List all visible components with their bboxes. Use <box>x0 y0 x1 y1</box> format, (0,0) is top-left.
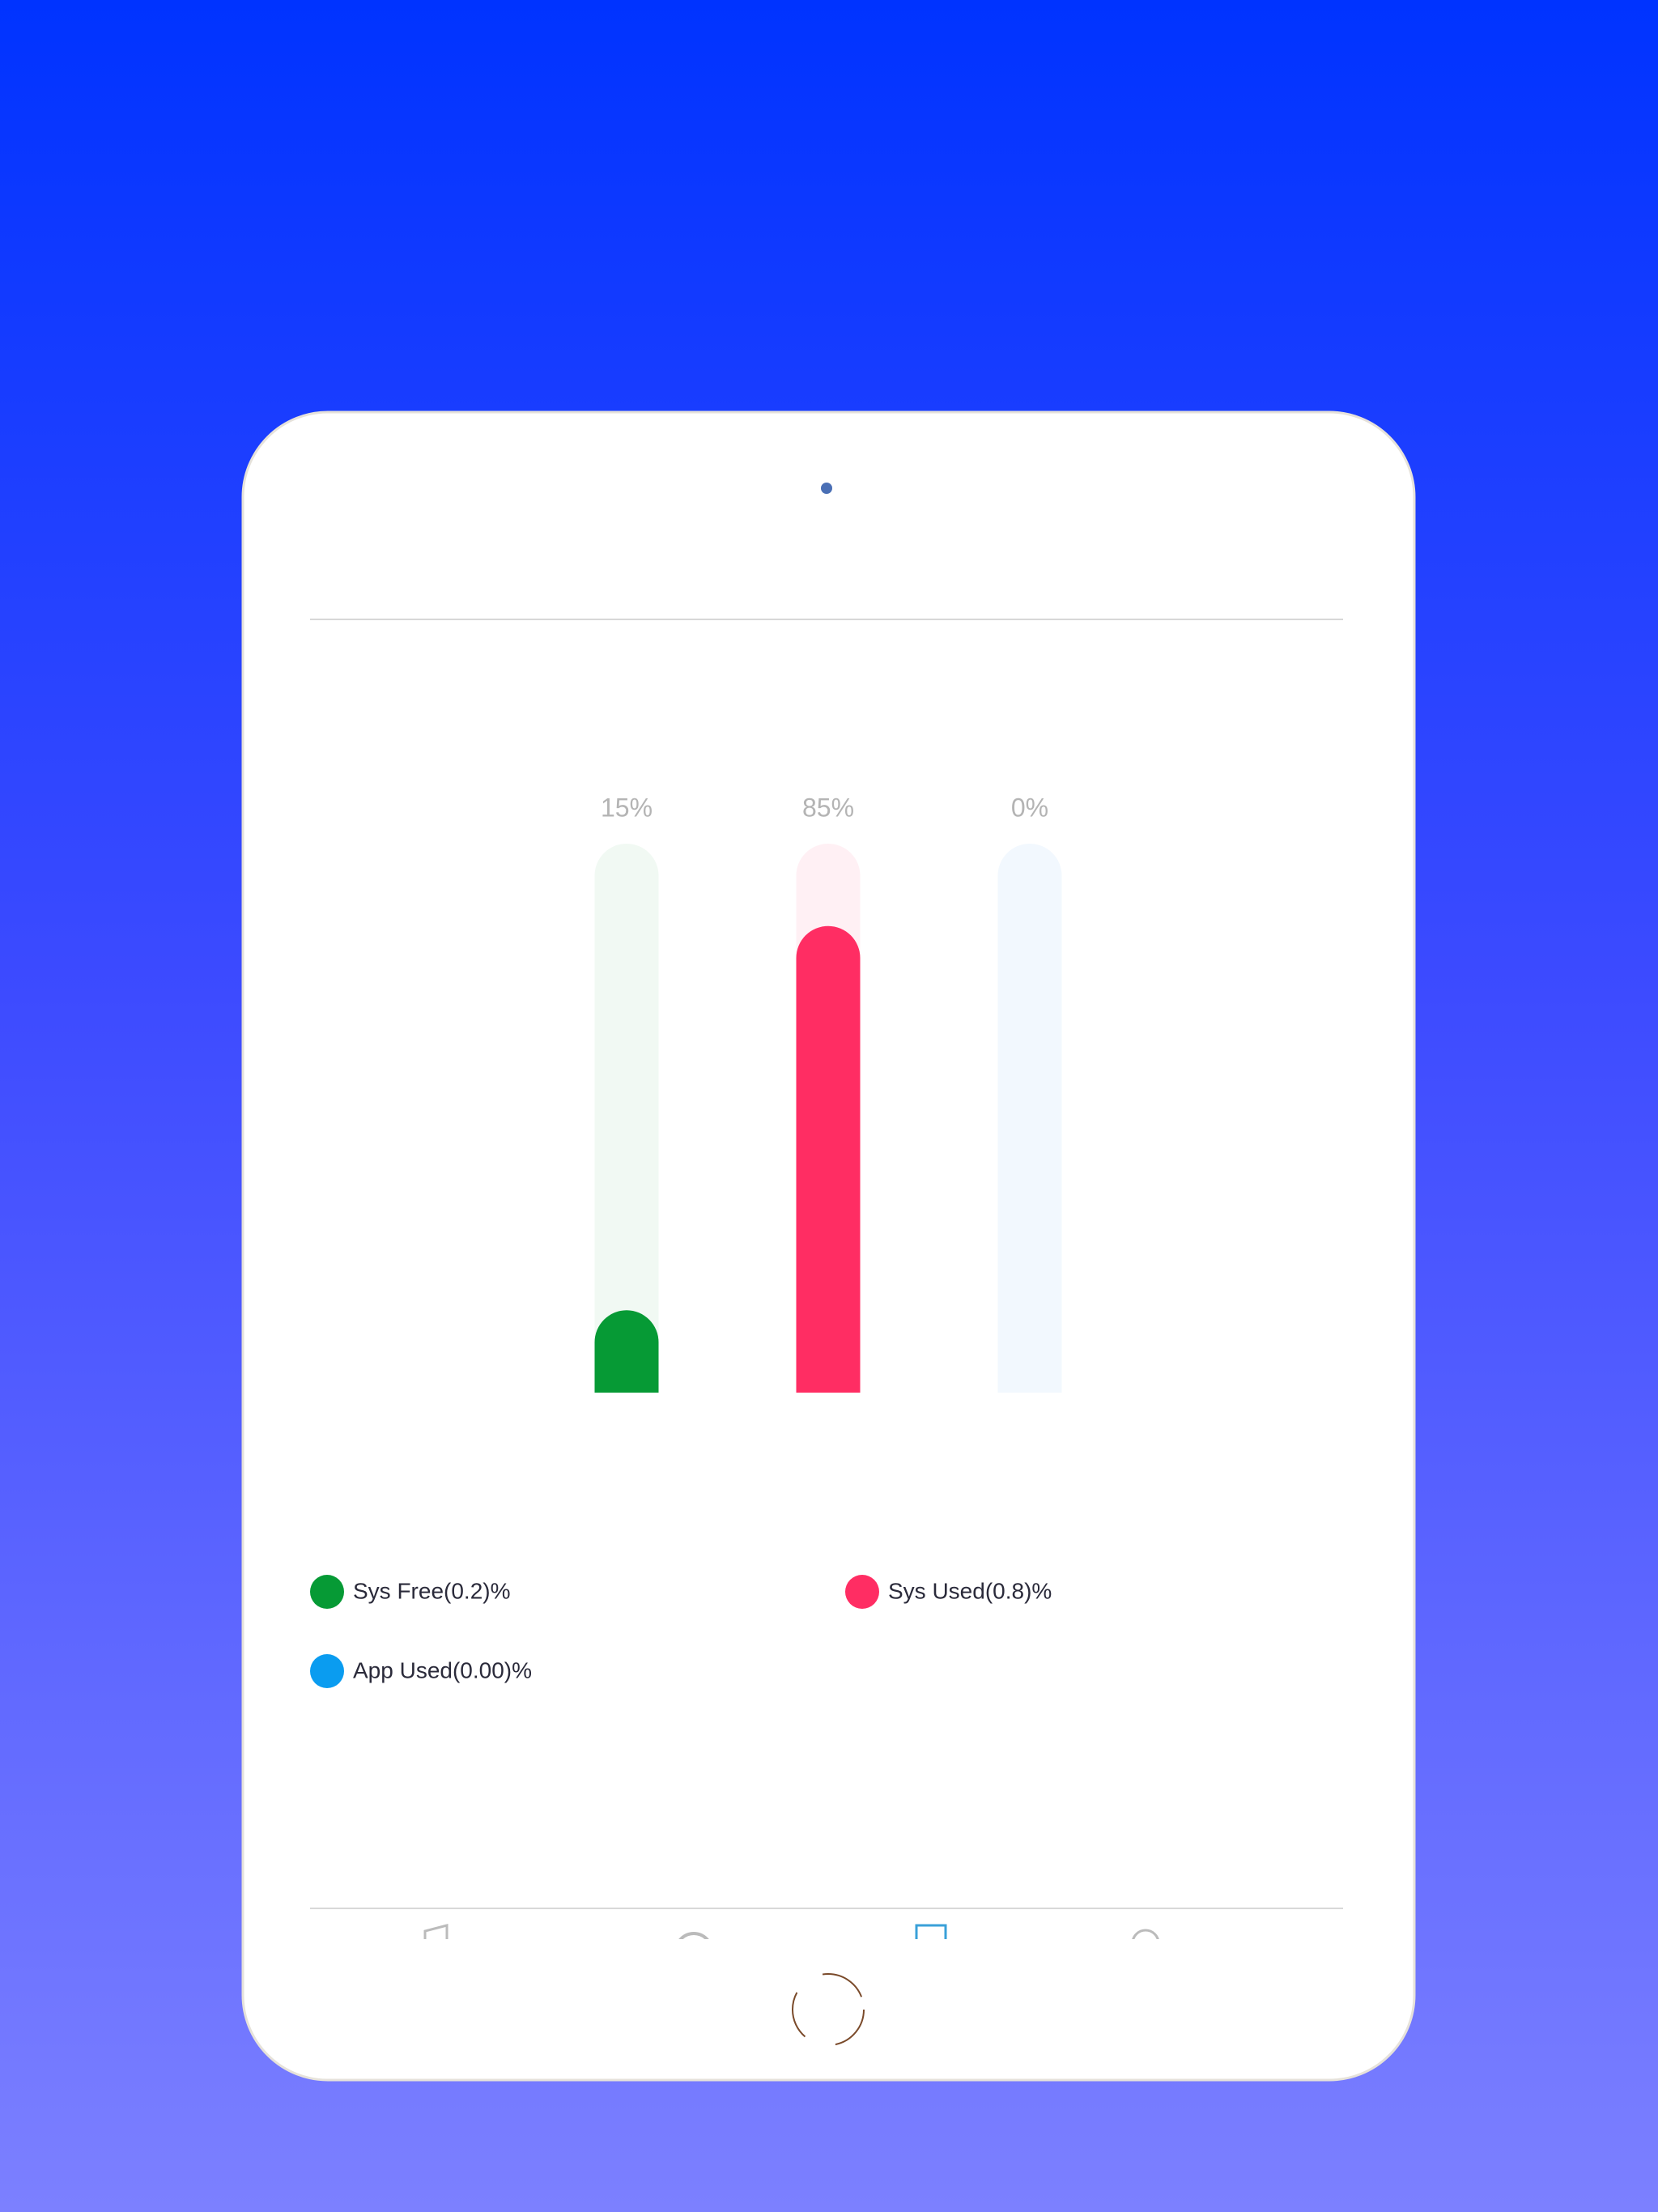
legend-label: Sys Free(0.2)% <box>353 1578 511 1603</box>
tab-bar[interactable] <box>423 1924 1159 1969</box>
bar-track <box>997 844 1062 1393</box>
tab-icon[interactable] <box>915 1924 947 1950</box>
legend-swatch <box>310 1575 344 1609</box>
bars <box>594 844 1062 1393</box>
home-button[interactable] <box>792 1973 865 2046</box>
legend-label: App Used(0.00)% <box>353 1657 532 1682</box>
value-label: 15% <box>601 793 653 822</box>
camera <box>821 483 832 494</box>
bar <box>594 1310 659 1393</box>
bar <box>796 925 861 1393</box>
tab-icon[interactable] <box>423 1924 449 1943</box>
tab-icon[interactable] <box>676 1932 712 1969</box>
value-label: 85% <box>802 793 854 822</box>
legend-swatch <box>845 1575 879 1609</box>
bar-track <box>594 844 659 1393</box>
legend-swatch <box>310 1654 344 1688</box>
tab-icon[interactable] <box>1132 1929 1159 1956</box>
chart: 15% 85% 0% Sys Free(0.2)% Sys Used(0.8)% App … <box>310 793 1062 1688</box>
legend-label: Sys Used(0.8)% <box>888 1578 1052 1603</box>
value-label: 0% <box>1011 793 1048 822</box>
